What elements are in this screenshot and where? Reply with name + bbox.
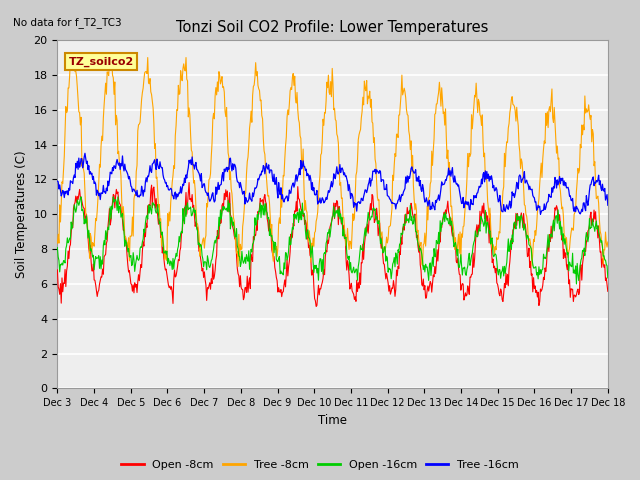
Legend: Open -8cm, Tree -8cm, Open -16cm, Tree -16cm: Open -8cm, Tree -8cm, Open -16cm, Tree -… [117,456,523,474]
Title: Tonzi Soil CO2 Profile: Lower Temperatures: Tonzi Soil CO2 Profile: Lower Temperatur… [177,20,489,35]
Text: TZ_soilco2: TZ_soilco2 [68,57,134,67]
X-axis label: Time: Time [318,414,347,427]
Y-axis label: Soil Temperatures (C): Soil Temperatures (C) [15,150,28,278]
Text: No data for f_T2_TC3: No data for f_T2_TC3 [13,17,122,28]
